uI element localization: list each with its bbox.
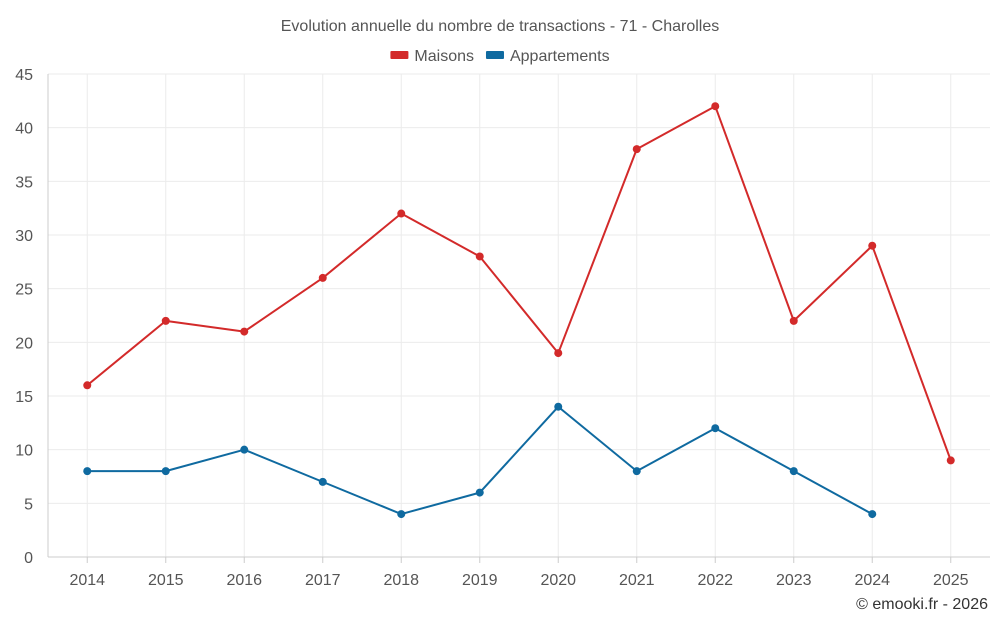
data-point-maisons [161, 316, 170, 325]
series-appartements [83, 402, 877, 519]
legend-swatch [390, 51, 409, 59]
data-point-appartements [161, 467, 170, 476]
y-tick-label: 45 [15, 67, 33, 84]
data-point-maisons [475, 252, 484, 261]
data-point-appartements [711, 424, 720, 433]
grid [48, 73, 990, 557]
y-tick-label: 40 [15, 121, 33, 138]
y-tick-label: 5 [24, 496, 33, 513]
series-line-maisons [86, 105, 952, 461]
x-tick-label: 2022 [697, 572, 733, 589]
data-point-appartements [475, 488, 484, 497]
y-tick-label: 10 [15, 443, 33, 460]
x-tick-label: 2015 [148, 572, 184, 589]
data-point-maisons [632, 145, 641, 154]
data-point-appartements [789, 467, 798, 476]
legend-swatch [485, 51, 504, 59]
data-point-appartements [240, 445, 249, 454]
data-point-maisons [868, 241, 877, 250]
data-point-maisons [554, 349, 563, 358]
data-point-maisons [946, 456, 955, 465]
series-maisons [83, 102, 955, 465]
legend-label: Maisons [414, 48, 474, 65]
y-tick-label: 20 [15, 335, 33, 352]
data-point-maisons [711, 102, 720, 111]
data-point-appartements [868, 510, 877, 519]
y-tick-label: 25 [15, 282, 33, 299]
x-tick-label: 2021 [619, 572, 655, 589]
x-tick-label: 2014 [69, 572, 105, 589]
x-tick-label: 2017 [305, 572, 341, 589]
x-tick-label: 2024 [854, 572, 890, 589]
x-tick-label: 2020 [540, 572, 576, 589]
x-tick-label: 2025 [933, 572, 969, 589]
y-tick-label: 0 [24, 550, 33, 567]
data-point-maisons [83, 381, 92, 390]
legend-label: Appartements [510, 48, 610, 65]
data-point-appartements [318, 477, 327, 486]
y-tick-label: 35 [15, 174, 33, 191]
data-point-maisons [318, 273, 327, 282]
x-tick-label: 2023 [776, 572, 812, 589]
y-tick-label: 15 [15, 389, 33, 406]
x-tick-label: 2019 [462, 572, 498, 589]
legend: Maisons Appartements [390, 48, 610, 65]
data-point-appartements [632, 467, 641, 476]
x-tick-label: 2016 [226, 572, 262, 589]
y-tick-label: 30 [15, 228, 33, 245]
legend-item-maisons: Maisons [390, 48, 474, 65]
data-point-maisons [789, 316, 798, 325]
chart-title: Evolution annuelle du nombre de transact… [281, 18, 719, 35]
legend-item-appartements: Appartements [485, 48, 610, 65]
credit-text: © emooki.fr - 2026 [856, 596, 988, 613]
data-point-appartements [554, 402, 563, 411]
x-tick-label: 2018 [383, 572, 419, 589]
series-layer [83, 102, 955, 519]
data-point-maisons [397, 209, 406, 218]
data-point-appartements [397, 510, 406, 519]
data-point-maisons [240, 327, 249, 336]
data-point-appartements [83, 467, 92, 476]
